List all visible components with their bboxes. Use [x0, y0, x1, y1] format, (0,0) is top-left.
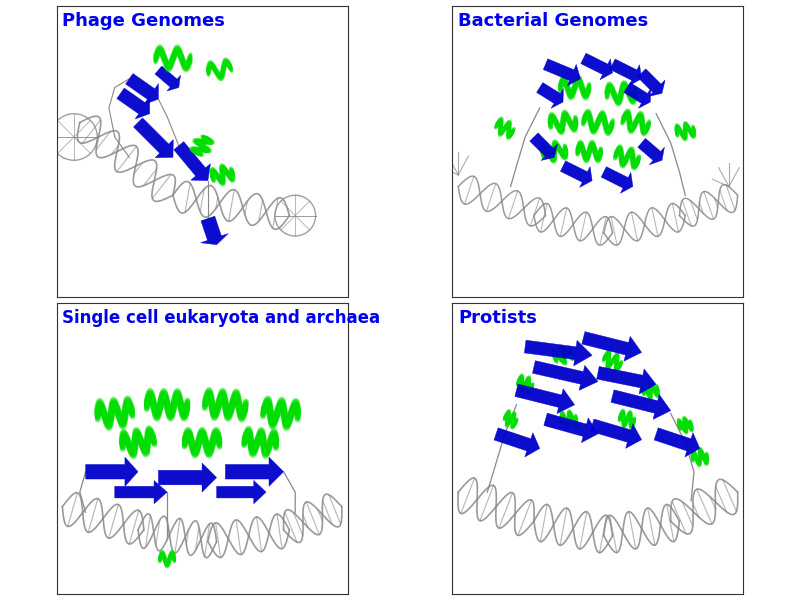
Polygon shape [611, 390, 670, 419]
Polygon shape [561, 161, 592, 187]
Polygon shape [515, 384, 574, 413]
Polygon shape [582, 332, 642, 361]
Polygon shape [597, 367, 656, 394]
Polygon shape [610, 59, 642, 86]
Polygon shape [524, 340, 592, 366]
Polygon shape [201, 216, 228, 245]
Polygon shape [654, 428, 700, 457]
Text: Phage Genomes: Phage Genomes [62, 12, 226, 30]
Polygon shape [543, 59, 581, 86]
Polygon shape [581, 53, 613, 80]
Polygon shape [226, 457, 283, 486]
Text: Single cell eukaryota and archaea: Single cell eukaryota and archaea [62, 309, 381, 327]
Polygon shape [155, 66, 181, 91]
Text: Protists: Protists [458, 309, 537, 327]
Polygon shape [158, 463, 217, 492]
Polygon shape [530, 133, 558, 161]
Polygon shape [638, 69, 665, 97]
Text: Bacterial Genomes: Bacterial Genomes [458, 12, 649, 30]
Polygon shape [544, 413, 598, 443]
Polygon shape [494, 428, 540, 457]
Polygon shape [624, 83, 650, 108]
Polygon shape [638, 139, 665, 165]
Polygon shape [126, 74, 158, 104]
Polygon shape [117, 88, 150, 119]
Polygon shape [533, 361, 598, 391]
Polygon shape [537, 83, 563, 108]
Polygon shape [590, 419, 642, 448]
Polygon shape [217, 481, 266, 504]
Polygon shape [601, 167, 633, 193]
Polygon shape [174, 142, 210, 181]
Polygon shape [114, 481, 167, 504]
Polygon shape [86, 457, 138, 486]
Polygon shape [134, 118, 174, 158]
